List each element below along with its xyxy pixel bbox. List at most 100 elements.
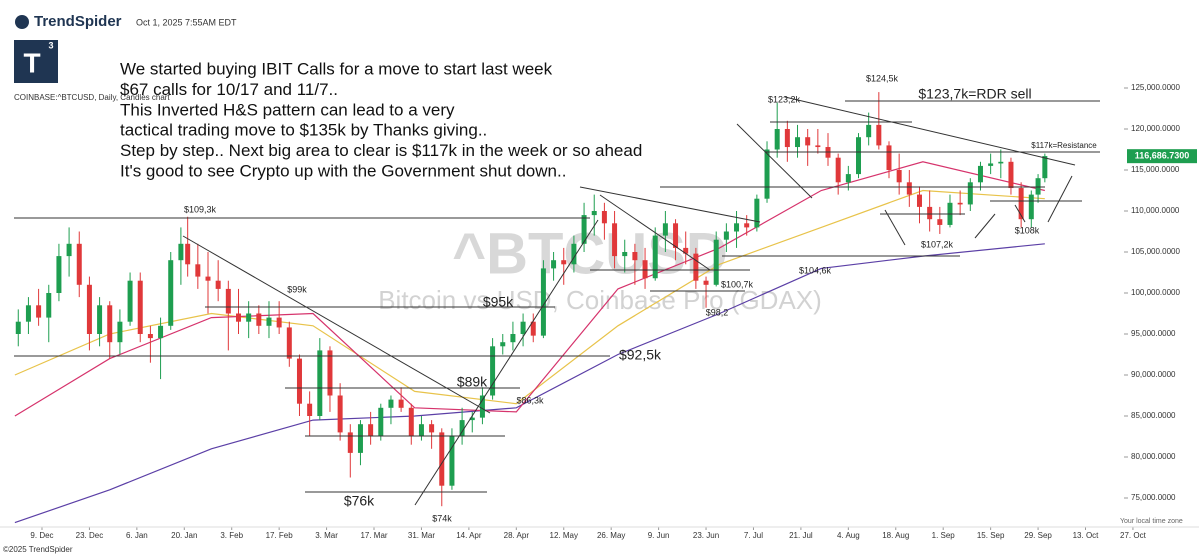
candle-body <box>137 280 143 334</box>
candle-body <box>357 424 363 453</box>
candle-body <box>86 284 92 334</box>
brand: TrendSpider <box>34 13 122 30</box>
candle-body <box>510 334 516 343</box>
candle-body <box>439 432 445 486</box>
candle-body <box>1018 188 1024 220</box>
annotation: $89k <box>457 374 488 390</box>
candle-body <box>815 145 821 148</box>
candle-body <box>886 145 892 170</box>
annotation: $104,6k <box>799 265 832 275</box>
drawing-line <box>784 96 1076 166</box>
candle-body <box>957 202 963 205</box>
candle-body <box>205 276 211 281</box>
drawing-line <box>974 213 996 239</box>
candle-body <box>1042 156 1048 179</box>
y-tick-label: 100,000.0000 <box>1131 288 1180 297</box>
candle-body <box>56 256 62 293</box>
candle-body <box>117 321 123 343</box>
candle-body <box>368 424 374 437</box>
drawings <box>14 96 1100 506</box>
annotation: $109,3k <box>184 204 217 214</box>
candle-body <box>500 342 506 347</box>
x-tick-label: 21. Jul <box>789 531 813 540</box>
moving-average <box>14 189 1045 405</box>
last-price-marker <box>1127 149 1197 164</box>
candle-body <box>937 219 943 225</box>
annotation: $86,3k <box>516 395 544 405</box>
symbol-info: COINBASE:^BTCUSD, Daily, Candles chart <box>14 93 170 102</box>
candle-body <box>317 350 323 416</box>
candle-body <box>540 268 546 336</box>
y-tick-label: 95,000.0000 <box>1131 329 1176 338</box>
annotation: $76k <box>344 493 375 509</box>
x-tick-label: 27. Oct <box>1120 531 1147 540</box>
candle-body <box>845 174 851 183</box>
candle-body <box>469 417 475 421</box>
candle-body <box>246 313 252 322</box>
y-tick-label: 80,000.0000 <box>1131 452 1176 461</box>
candle-body <box>703 280 709 285</box>
candle-body <box>398 399 404 408</box>
x-tick-label: 3. Mar <box>315 531 338 540</box>
x-tick-label: 20. Jan <box>171 531 197 540</box>
candle-body <box>327 350 333 396</box>
x-tick-label: 23. Dec <box>76 531 104 540</box>
candle-body <box>530 321 536 336</box>
candle-body <box>97 305 103 334</box>
drawing-line <box>736 123 813 199</box>
candle-body <box>256 313 262 326</box>
x-tick-label: 23. Jun <box>693 531 719 540</box>
candle-body <box>286 327 292 359</box>
candle-body <box>723 231 729 240</box>
candle-body <box>66 243 72 257</box>
candle-body <box>652 235 658 279</box>
x-tick-label: 9. Dec <box>30 531 53 540</box>
drawing-line <box>1014 204 1026 223</box>
candle-body <box>906 182 912 195</box>
candle-body <box>1028 194 1034 220</box>
candle-body <box>967 182 973 205</box>
candle-body <box>449 436 455 486</box>
annotation: $123,2k <box>768 94 801 104</box>
moving-average <box>14 161 1045 417</box>
candle-body <box>988 163 994 166</box>
candle-body <box>408 407 414 437</box>
x-tick-label: 6. Jan <box>126 531 148 540</box>
annotation: $107,2k <box>921 239 954 249</box>
note-line: We started buying IBIT Calls for a move … <box>120 59 553 78</box>
note-line: tactical trading move to $135k by Thanks… <box>120 121 487 140</box>
header: TrendSpider Oct 1, 2025 7:55AM EDT T 3 C… <box>3 13 1183 554</box>
y-tick-label: 90,000.0000 <box>1131 370 1176 379</box>
candle-body <box>916 194 922 207</box>
candle-body <box>856 137 862 175</box>
candle-body <box>805 137 811 146</box>
candle-body <box>784 129 790 148</box>
candle-body <box>459 420 465 437</box>
candle-body <box>25 305 31 322</box>
footer: ©2025 TrendSpider <box>3 545 73 554</box>
candle-body <box>551 260 557 269</box>
logo-sup: 3 <box>48 40 53 50</box>
candle-body <box>571 243 577 265</box>
x-tick-label: 3. Feb <box>220 531 243 540</box>
candle-body <box>612 223 618 257</box>
candle-body <box>158 325 164 339</box>
annotation: $108k <box>1015 225 1040 235</box>
y-tick-label: 115,000.0000 <box>1131 165 1180 174</box>
drawing-line <box>414 219 599 506</box>
candle-body <box>744 223 750 228</box>
candle-body <box>178 243 184 261</box>
x-tick-label: 18. Aug <box>882 531 909 540</box>
x-tick-label: 17. Mar <box>360 531 387 540</box>
candle-body <box>276 317 282 328</box>
candle-body <box>147 334 153 339</box>
note-line: This Inverted H&S pattern can lead to a … <box>120 100 455 119</box>
logo-letter: T <box>23 47 40 78</box>
y-tick-label: 75,000.0000 <box>1131 493 1176 502</box>
candle-body <box>429 424 435 433</box>
candle-body <box>225 288 231 314</box>
candle-body <box>490 346 496 396</box>
moving-average <box>14 243 1045 524</box>
